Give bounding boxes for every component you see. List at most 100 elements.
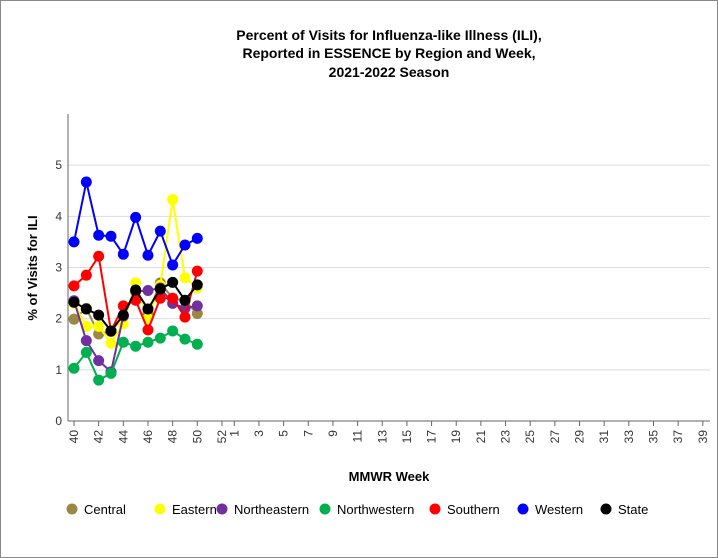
data-point <box>117 336 129 348</box>
legend-label: Eastern <box>172 502 217 517</box>
data-point <box>93 320 105 332</box>
legend-label: Western <box>535 502 583 517</box>
data-point <box>167 276 179 288</box>
x-tick-label: 42 <box>92 430 106 444</box>
data-point <box>179 239 191 251</box>
y-axis-title: % of Visits for ILI <box>25 215 40 320</box>
data-point <box>191 300 203 312</box>
data-point <box>68 236 80 248</box>
legend-label: Central <box>84 502 126 517</box>
data-point <box>80 176 92 188</box>
data-point <box>80 346 92 358</box>
data-point <box>191 279 203 291</box>
legend-marker <box>216 503 228 515</box>
data-point <box>154 225 166 237</box>
chart-title: 2021-2022 Season <box>329 64 450 80</box>
data-point <box>80 269 92 281</box>
y-tick-label: 5 <box>55 158 62 172</box>
data-point <box>105 337 117 349</box>
chart-title: Percent of Visits for Influenza-like Ill… <box>236 27 541 43</box>
x-tick-label: 25 <box>523 430 537 444</box>
x-tick-label: 40 <box>67 430 81 444</box>
x-tick-label: 9 <box>326 430 340 437</box>
x-tick-label: 1 <box>227 430 241 437</box>
data-point <box>142 285 154 297</box>
data-point <box>167 325 179 337</box>
data-point <box>154 332 166 344</box>
x-tick-label: 52 <box>215 430 229 444</box>
y-tick-label: 4 <box>55 209 62 223</box>
data-point <box>167 193 179 205</box>
x-tick-label: 7 <box>301 430 315 437</box>
x-tick-label: 35 <box>647 430 661 444</box>
x-tick-label: 17 <box>425 430 439 444</box>
x-tick-label: 37 <box>671 430 685 444</box>
legend-marker <box>154 503 166 515</box>
x-tick-label: 50 <box>190 430 204 444</box>
data-point <box>80 335 92 347</box>
data-point <box>105 325 117 337</box>
data-point <box>179 294 191 306</box>
data-point <box>167 259 179 271</box>
legend-marker <box>319 503 331 515</box>
x-tick-label: 5 <box>277 430 291 437</box>
x-tick-label: 23 <box>499 430 513 444</box>
legend-label: Northwestern <box>337 502 414 517</box>
chart-title: Reported in ESSENCE by Region and Week, <box>242 45 535 61</box>
legend-marker <box>429 503 441 515</box>
x-tick-label: 11 <box>351 430 365 443</box>
x-tick-label: 39 <box>696 430 710 444</box>
x-tick-label: 15 <box>400 430 414 444</box>
y-tick-label: 0 <box>55 414 62 428</box>
y-tick-label: 2 <box>55 312 62 326</box>
data-point <box>68 362 80 374</box>
x-tick-label: 31 <box>597 430 611 444</box>
data-point <box>93 355 105 367</box>
data-point <box>130 284 142 296</box>
x-tick-label: 21 <box>474 430 488 444</box>
data-point <box>93 229 105 241</box>
data-point <box>93 374 105 386</box>
data-point <box>68 280 80 292</box>
legend-marker <box>600 503 612 515</box>
data-point <box>130 340 142 352</box>
x-tick-label: 19 <box>449 430 463 444</box>
legend-label: State <box>618 502 648 517</box>
data-point <box>105 367 117 379</box>
data-point <box>191 232 203 244</box>
x-tick-label: 44 <box>116 430 130 444</box>
data-point <box>130 211 142 223</box>
x-tick-label: 46 <box>141 430 155 444</box>
data-point <box>68 313 80 325</box>
data-point <box>142 249 154 261</box>
data-point <box>93 309 105 321</box>
data-point <box>117 248 129 260</box>
data-point <box>191 308 203 320</box>
y-tick-label: 3 <box>55 261 62 275</box>
data-point <box>179 333 191 345</box>
data-point <box>179 272 191 284</box>
legend-marker <box>517 503 529 515</box>
x-tick-label: 3 <box>252 430 266 437</box>
data-point <box>142 324 154 336</box>
x-tick-label: 48 <box>166 430 180 444</box>
x-tick-label: 27 <box>548 430 562 444</box>
x-tick-label: 29 <box>573 430 587 444</box>
legend-label: Northeastern <box>234 502 309 517</box>
data-point <box>117 309 129 321</box>
data-point <box>191 338 203 350</box>
x-tick-label: 13 <box>375 430 389 444</box>
data-point <box>191 265 203 277</box>
data-point <box>154 292 166 304</box>
data-point <box>105 230 117 242</box>
data-point <box>93 250 105 262</box>
data-point <box>142 336 154 348</box>
data-point <box>142 303 154 315</box>
legend-marker <box>66 503 78 515</box>
x-tick-label: 33 <box>622 430 636 444</box>
data-point <box>167 292 179 304</box>
x-axis-title: MMWR Week <box>349 469 430 484</box>
